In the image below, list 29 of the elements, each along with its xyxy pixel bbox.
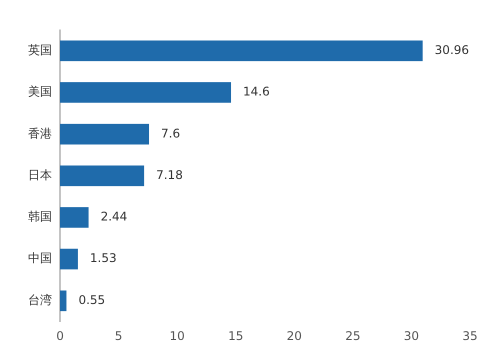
- x-tick-label: 0: [56, 328, 64, 343]
- data-label: 1.53: [90, 251, 117, 266]
- x-tick-label: 25: [345, 328, 360, 343]
- y-tick-label: 香港: [28, 126, 52, 140]
- bar: [60, 165, 144, 186]
- x-tick-label: 35: [462, 328, 478, 343]
- data-label: 7.6: [161, 126, 180, 140]
- x-tick-label: 30: [404, 328, 420, 343]
- bar: [60, 248, 78, 270]
- bar: [60, 40, 423, 62]
- data-label: 7.18: [156, 168, 183, 182]
- x-tick-label: 20: [286, 328, 302, 343]
- y-tick-label: 美国: [28, 84, 52, 99]
- data-label: 0.55: [78, 292, 106, 307]
- data-label: 30.96: [434, 42, 470, 57]
- bar: [60, 124, 150, 144]
- bar: [60, 290, 66, 312]
- x-tick-label: 15: [228, 328, 244, 343]
- x-tick-label: 10: [170, 328, 185, 343]
- y-tick-label: 日本: [28, 168, 52, 182]
- y-tick-label: 英国: [28, 42, 52, 57]
- y-tick-label: 台湾: [28, 292, 52, 307]
- y-tick-label: 韩国: [28, 210, 52, 224]
- bar: [60, 82, 232, 103]
- x-tick-label: 5: [114, 328, 122, 343]
- data-label: 14.6: [243, 84, 270, 99]
- bar: [60, 207, 89, 228]
- data-label: 2.44: [100, 210, 128, 224]
- y-tick-label: 中国: [28, 251, 52, 266]
